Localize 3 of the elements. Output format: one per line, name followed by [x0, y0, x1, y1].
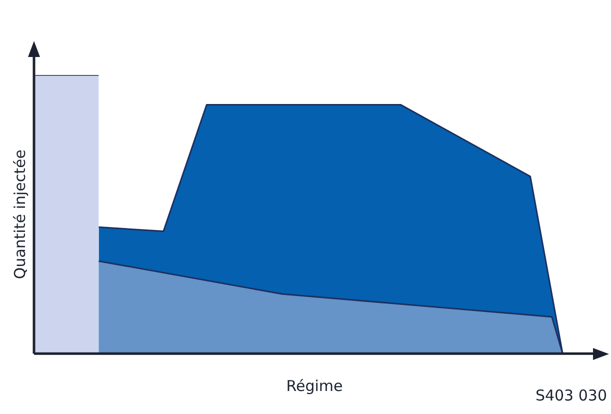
- text: S403 030: [535, 386, 607, 404]
- y-axis-title: Quantité injectée: [10, 149, 29, 280]
- x-axis-title: Régime: [286, 376, 343, 395]
